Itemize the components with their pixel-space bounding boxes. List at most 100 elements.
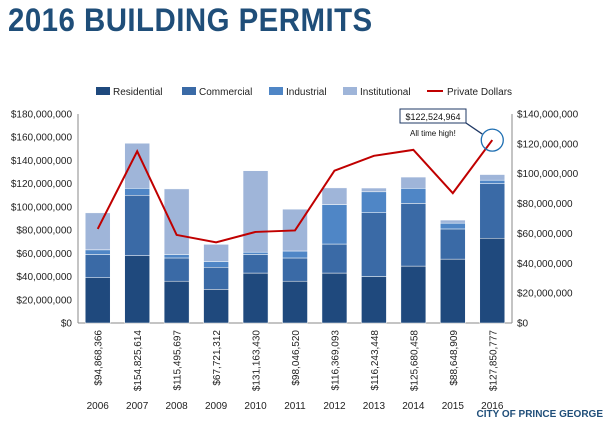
bar-segment-industrial: [400, 188, 427, 204]
bar-segment-institutional: [203, 244, 229, 262]
bar-segment-residential: [479, 237, 506, 324]
bar-segment-residential: [400, 265, 427, 324]
bar-segment-commercial: [440, 228, 466, 260]
bar-segment-industrial: [321, 204, 348, 245]
bar-segment-residential: [84, 277, 111, 324]
bar-segment-institutional: [479, 174, 506, 181]
year-label: 2008: [166, 401, 189, 412]
bar-segment-industrial: [242, 251, 269, 255]
bar-segment-commercial: [361, 212, 387, 277]
total-label: $88,648,909: [449, 330, 460, 386]
annotation-pointer: [465, 122, 483, 135]
total-label: $94,868,366: [94, 330, 105, 386]
bar-segment-commercial: [321, 243, 348, 274]
year-label: 2010: [244, 401, 267, 412]
bar-segment-commercial: [163, 257, 190, 282]
annotation-value: $122,524,964: [405, 112, 460, 122]
legend-swatch: [269, 87, 283, 95]
bar-segment-commercial: [124, 195, 150, 256]
bar-segment-residential: [242, 272, 269, 324]
year-label: 2013: [363, 401, 386, 412]
bar-segment-residential: [163, 280, 190, 324]
left-tick-label: $100,000,000: [11, 202, 73, 213]
legend-swatch: [343, 87, 357, 95]
bar-segment-institutional: [440, 219, 466, 224]
total-label: $127,850,777: [488, 330, 499, 392]
total-label: $98,046,520: [291, 330, 302, 386]
legend-item: Private Dollars: [427, 87, 512, 98]
year-label: 2015: [442, 401, 465, 412]
bar-segment-commercial: [400, 203, 427, 267]
bar-segment-commercial: [479, 183, 506, 239]
annotation-note: All time high!: [410, 129, 456, 138]
right-axis: $0 $20,000,000 $40,000,000 $60,000,000 $80,0…: [511, 110, 579, 330]
bar-segment-industrial: [479, 179, 506, 184]
private-dollars-line: [96, 139, 494, 244]
total-label: $67,721,312: [212, 330, 223, 386]
bar-stack-2015: [440, 219, 466, 324]
bar-stacks: [84, 142, 506, 324]
year-label: 2011: [284, 401, 306, 412]
bar-segment-industrial: [282, 250, 308, 259]
right-tick-label: $60,000,000: [517, 229, 573, 240]
all-time-high-annotation: $122,524,964 All time high!: [399, 108, 504, 152]
right-tick-label: $40,000,000: [517, 259, 573, 270]
year-label: 2016: [481, 401, 504, 412]
left-tick-label: $60,000,000: [16, 249, 72, 260]
bar-segment-industrial: [361, 191, 387, 213]
left-tick-label: $160,000,000: [11, 133, 73, 144]
legend-swatch: [96, 87, 110, 95]
bar-stack-2016: [479, 174, 506, 324]
legend-label: Residential: [113, 87, 162, 98]
bar-stack-2006: [84, 212, 111, 324]
total-label: $116,243,448: [370, 330, 381, 391]
left-tick-label: $20,000,000: [16, 295, 72, 306]
legend-item: Residential: [96, 87, 162, 98]
left-axis: $0 $20,000,000 $40,000,000 $60,000,000 $80,0…: [11, 110, 512, 330]
bar-segment-commercial: [203, 267, 229, 290]
right-tick-label: $20,000,000: [517, 289, 573, 300]
bar-segment-industrial: [203, 261, 229, 268]
bar-segment-institutional: [321, 187, 348, 205]
year-labels: 2006 2007 2008 2009 2010 2011 2012 2013 2014 2015…: [87, 401, 504, 412]
bar-stack-2010: [242, 170, 269, 324]
bar-segment-institutional: [400, 176, 427, 189]
total-label: $131,163,430: [252, 330, 263, 392]
bar-segment-institutional: [84, 212, 111, 251]
bar-stack-2009: [203, 244, 229, 324]
legend-swatch: [182, 87, 196, 95]
bar-segment-institutional: [242, 170, 269, 253]
legend-item: Industrial: [269, 87, 327, 98]
bar-stack-2011: [282, 208, 308, 324]
bar-segment-institutional: [361, 187, 387, 193]
bar-segment-residential: [282, 280, 308, 324]
bar-segment-residential: [440, 258, 466, 324]
left-tick-label: $80,000,000: [16, 226, 72, 237]
left-tick-label: $0: [61, 319, 73, 330]
bar-segment-institutional: [163, 188, 190, 255]
total-label: $116,369,093: [330, 330, 341, 391]
legend-item: Institutional: [343, 87, 411, 98]
year-label: 2009: [205, 401, 228, 412]
credit-text: CITY OF PRINCE GEORGE: [476, 409, 604, 420]
right-tick-label: $120,000,000: [517, 139, 579, 150]
bar-segment-commercial: [282, 257, 308, 282]
bar-segment-industrial: [124, 188, 150, 196]
bar-segment-industrial: [440, 222, 466, 230]
legend-item: Commercial: [182, 87, 252, 98]
total-label: $115,495,697: [173, 330, 184, 391]
chart-legend: Residential Commercial Industrial Instituti…: [96, 87, 512, 98]
year-label: 2012: [323, 401, 346, 412]
right-tick-label: $80,000,000: [517, 199, 573, 210]
bar-segment-industrial: [163, 254, 190, 259]
legend-label: Institutional: [360, 87, 411, 98]
bar-segment-residential: [124, 255, 150, 324]
bar-stack-2012: [321, 187, 348, 324]
right-tick-label: $100,000,000: [517, 169, 579, 180]
bar-segment-residential: [361, 276, 387, 324]
bar-segment-residential: [203, 289, 229, 324]
bar-stack-2008: [163, 188, 190, 324]
annotation-box: [399, 108, 467, 124]
left-tick-label: $180,000,000: [11, 110, 73, 121]
